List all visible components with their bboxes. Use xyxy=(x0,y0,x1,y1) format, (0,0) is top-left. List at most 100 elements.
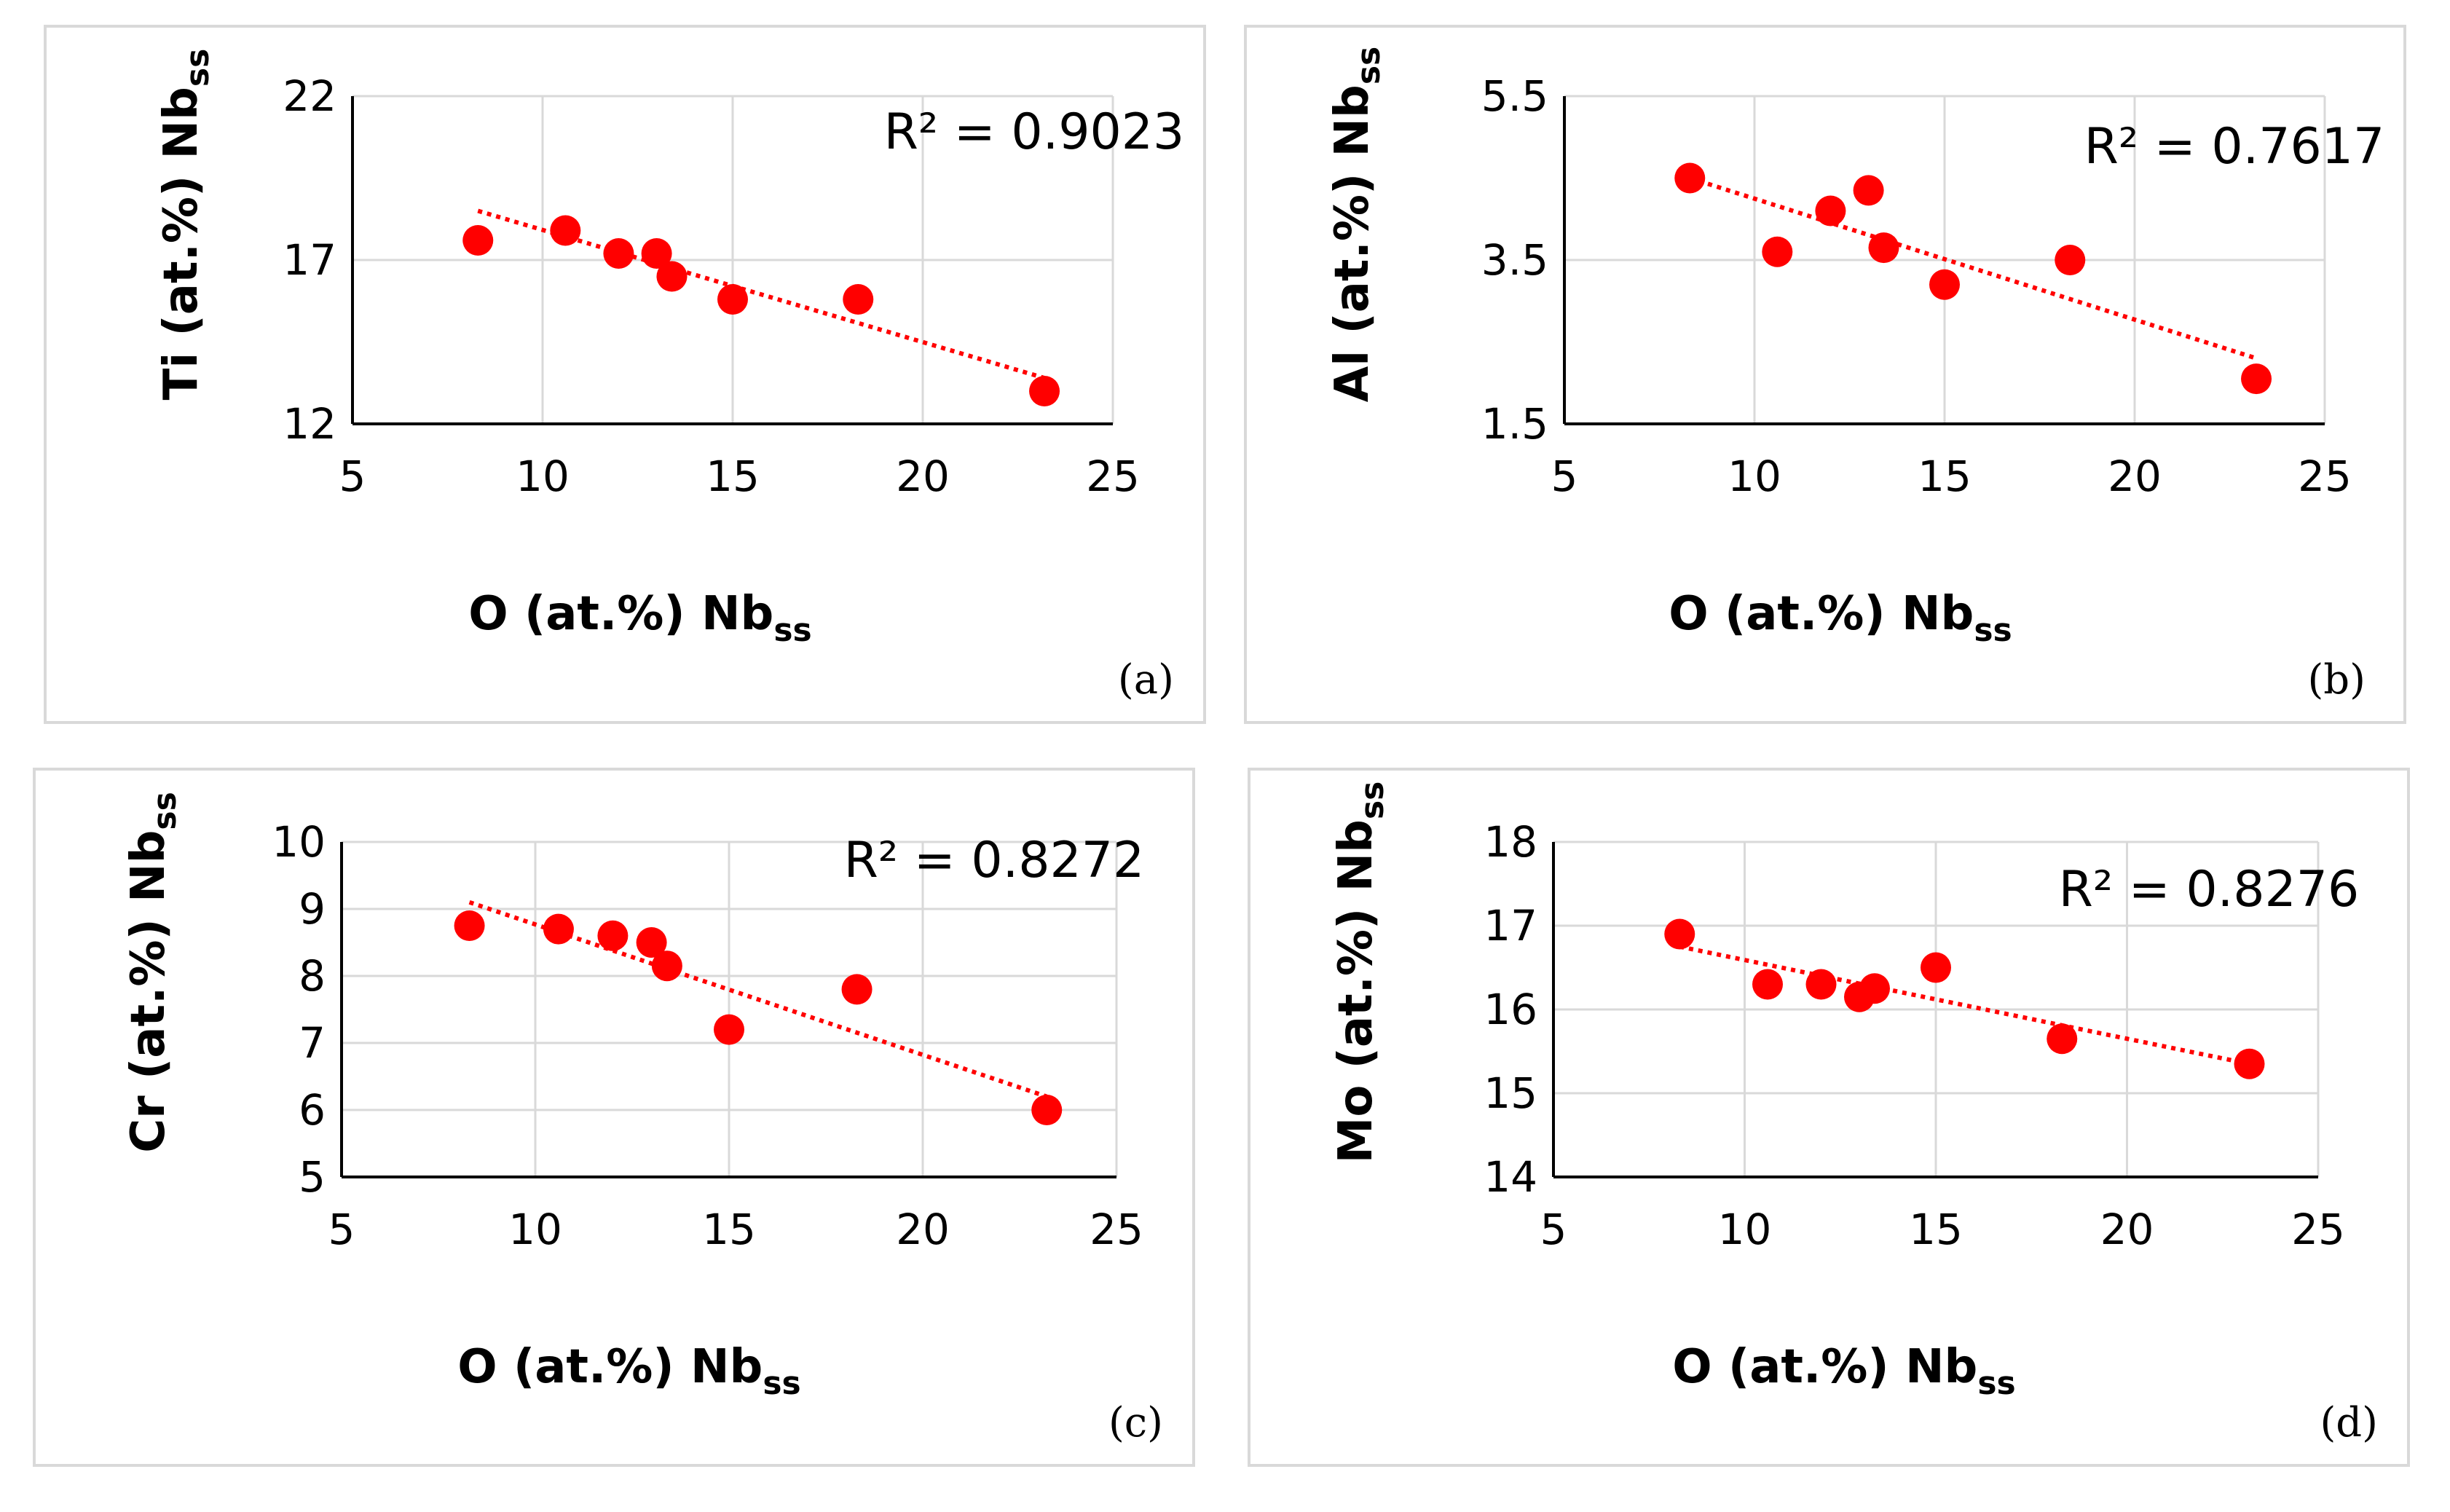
y-axis-title-main: Ti (at.%) Nb xyxy=(154,87,208,400)
data-point xyxy=(717,284,748,315)
chart-panel-b: 5 10 15 20 25 1.5 3.5 5.5 R² = 0.7617 O (at.%) Nb… xyxy=(1244,25,2406,724)
x-axis-title-subscript: ss xyxy=(1977,1365,2015,1402)
y-tick-label: 16 xyxy=(1484,985,1537,1034)
r-squared-label: R² = 0.7617 xyxy=(2084,118,2385,176)
y-axis-title-subscript: ss xyxy=(179,49,216,87)
x-axis-title-subscript: ss xyxy=(1974,612,2012,649)
data-point xyxy=(597,920,629,951)
y-tick-label: 7 xyxy=(299,1018,326,1068)
x-tick-label: 20 xyxy=(896,452,950,501)
panel-label: (d) xyxy=(2320,1399,2378,1446)
y-tick-label: 5 xyxy=(299,1152,326,1202)
data-point xyxy=(1853,175,1884,206)
data-point xyxy=(1029,376,1060,406)
chart-svg: 5 10 15 20 25 14 15 16 17 18 R² = 0.8276 O (at.%) N… xyxy=(1248,768,2410,1467)
x-tick-label: 25 xyxy=(2298,452,2352,501)
data-point xyxy=(641,238,672,269)
data-point xyxy=(462,225,494,256)
y-tick-label: 10 xyxy=(272,817,326,867)
y-axis-title-subscript: ss xyxy=(1354,781,1391,819)
x-axis-title-main: O (at.%) Nb xyxy=(457,1340,763,1394)
data-point xyxy=(1815,195,1846,227)
data-point xyxy=(2047,1023,2078,1055)
data-point xyxy=(1752,969,1783,1000)
x-axis-title-subscript: ss xyxy=(763,1365,800,1402)
x-tick-label: 15 xyxy=(1909,1205,1963,1254)
y-axis-title-subscript: ss xyxy=(1350,47,1387,84)
data-point xyxy=(1929,269,1960,300)
x-tick-label: 15 xyxy=(702,1205,756,1254)
y-tick-label: 12 xyxy=(283,399,336,449)
x-tick-label: 5 xyxy=(1551,452,1578,501)
y-tick-label: 22 xyxy=(283,71,336,121)
x-axis-title: O (at.%) Nbss xyxy=(1669,587,2012,649)
x-axis-title: O (at.%) Nbss xyxy=(457,1340,800,1402)
x-tick-label: 5 xyxy=(1540,1205,1567,1254)
y-axis-title-main: Cr (at.%) Nb xyxy=(122,830,176,1153)
data-point xyxy=(2234,1048,2265,1079)
data-point xyxy=(1805,969,1837,1000)
x-tick-label: 20 xyxy=(2100,1205,2154,1254)
x-tick-label: 5 xyxy=(339,452,366,501)
panel-label: (b) xyxy=(2307,656,2366,704)
y-axis-title: Ti (at.%) Nbss xyxy=(154,49,216,401)
panel-frame xyxy=(44,25,1206,724)
x-axis-title-main: O (at.%) Nb xyxy=(1669,587,1974,641)
chart-panel-c: 5 10 15 20 25 5 6 7 8 9 10 R² = 0.8272 O (at.%) Nbss… xyxy=(33,768,1195,1467)
y-tick-label: 18 xyxy=(1484,817,1537,867)
x-axis-title-main: O (at.%) Nb xyxy=(1672,1340,1977,1394)
y-tick-label: 17 xyxy=(283,235,336,285)
x-tick-label: 25 xyxy=(1086,452,1140,501)
x-axis-title-subscript: ss xyxy=(773,612,811,649)
x-tick-label: 25 xyxy=(1090,1205,1143,1254)
chart-svg: 5 10 15 20 25 1.5 3.5 5.5 R² = 0.7617 O (at.%) Nb… xyxy=(1244,25,2406,724)
data-point xyxy=(603,238,634,269)
y-tick-label: 9 xyxy=(299,884,326,934)
y-tick-label: 14 xyxy=(1484,1152,1537,1202)
x-tick-label: 10 xyxy=(1728,452,1781,501)
data-point xyxy=(1674,162,1706,194)
x-tick-label: 10 xyxy=(1718,1205,1772,1254)
data-point xyxy=(1031,1095,1063,1125)
data-point xyxy=(636,927,667,958)
data-point xyxy=(1762,236,1793,267)
data-point xyxy=(843,284,874,315)
r-squared-label: R² = 0.8276 xyxy=(2059,861,2360,918)
x-axis-title-main: O (at.%) Nb xyxy=(468,587,773,641)
y-tick-label: 1.5 xyxy=(1481,399,1548,449)
data-point xyxy=(1664,918,1695,950)
data-point xyxy=(1868,232,1899,264)
chart-panel-d: 5 10 15 20 25 14 15 16 17 18 R² = 0.8276 O (at.%) N… xyxy=(1248,768,2410,1467)
panel-label: (a) xyxy=(1118,656,1174,704)
data-point xyxy=(1921,952,1951,983)
x-tick-label: 5 xyxy=(328,1205,355,1254)
y-tick-label: 3.5 xyxy=(1481,235,1548,285)
x-axis-title: O (at.%) Nbss xyxy=(468,587,811,649)
x-tick-label: 25 xyxy=(2291,1205,2345,1254)
x-tick-label: 20 xyxy=(2108,452,2162,501)
data-point xyxy=(841,974,873,1005)
panel-frame xyxy=(1248,768,2410,1467)
data-point xyxy=(2241,363,2272,395)
x-tick-label: 10 xyxy=(508,1205,562,1254)
x-tick-label: 20 xyxy=(896,1205,950,1254)
y-axis-title-subscript: ss xyxy=(146,792,184,830)
x-axis-title: O (at.%) Nbss xyxy=(1672,1340,2015,1402)
data-point xyxy=(1859,973,1890,1004)
y-tick-label: 15 xyxy=(1484,1068,1537,1118)
x-tick-label: 15 xyxy=(1918,452,1972,501)
trendline xyxy=(1679,944,2250,1066)
trendline xyxy=(1689,176,2257,361)
y-axis-title: Mo (at.%) Nbss xyxy=(1329,781,1391,1164)
data-point xyxy=(714,1014,744,1045)
panel-label: (c) xyxy=(1108,1399,1163,1446)
panel-frame xyxy=(1244,25,2406,724)
data-point xyxy=(550,215,581,246)
panel-frame xyxy=(33,768,1195,1467)
y-axis-title-main: Mo (at.%) Nb xyxy=(1329,819,1383,1163)
y-axis-title: Al (at.%) Nbss xyxy=(1326,47,1387,403)
x-tick-label: 15 xyxy=(706,452,760,501)
y-tick-label: 17 xyxy=(1484,901,1537,950)
data-point xyxy=(651,950,682,982)
data-point xyxy=(2055,245,2086,275)
